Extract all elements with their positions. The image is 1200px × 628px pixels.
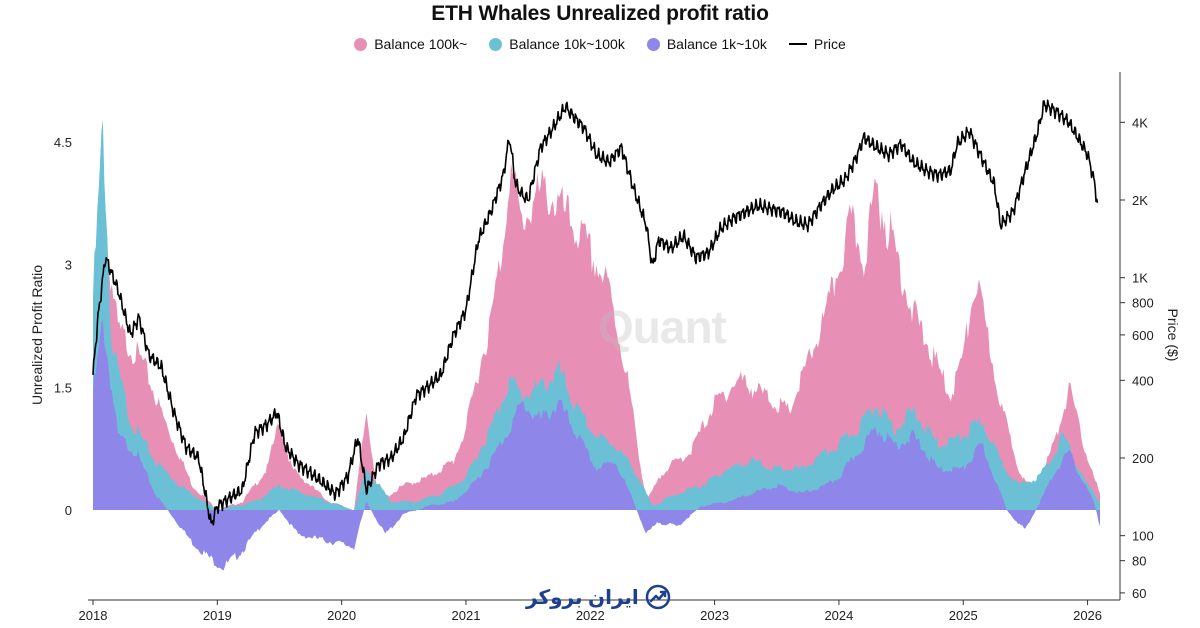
y-right-tick-label: 100: [1132, 529, 1154, 544]
y-right-tick-label: 400: [1132, 373, 1154, 388]
growth-chart-icon: [645, 584, 670, 610]
x-tick-label: 2020: [327, 608, 356, 623]
y-tick-label: 1.5: [54, 380, 72, 395]
price-layer: [92, 99, 1099, 526]
y-right-tick-label: 800: [1132, 296, 1154, 311]
legend-label: Balance 100k~: [374, 36, 468, 52]
price-line: [92, 99, 1099, 526]
y-right-tick-label: 80: [1132, 554, 1146, 569]
x-tick-label: 2019: [203, 608, 232, 623]
legend-swatch-line: [788, 43, 807, 45]
x-tick-label: 2024: [824, 608, 853, 623]
y-right-tick-label: 2K: [1132, 193, 1148, 208]
legend-label: Balance 10k~100k: [509, 36, 625, 52]
x-tick-label: 2026: [1073, 608, 1102, 623]
legend-swatch-purple: [646, 37, 660, 51]
chart-title: ETH Whales Unrealized profit ratio: [431, 2, 769, 25]
brand-logo: ایران بروکر: [526, 584, 671, 610]
y-right-axis-title: Price ($): [1165, 309, 1181, 362]
x-tick-label: 2022: [576, 608, 605, 623]
y-tick-label: 3: [65, 258, 72, 273]
legend-item-balance-100k[interactable]: Balance 100k~: [354, 36, 467, 52]
area-series-1: [93, 120, 1100, 511]
y-tick-label: 4.5: [54, 135, 72, 150]
legend-swatch-teal: [489, 37, 503, 51]
legend-item-balance-10k-100k[interactable]: Balance 10k~100k: [489, 36, 625, 52]
x-tick-label: 2025: [949, 608, 978, 623]
y-axis-title: Unrealized Profit Ratio: [29, 265, 45, 405]
x-tick-label: 2023: [700, 608, 729, 623]
axes-layer: 0 1.5 3 4.5 60 80 100 200 400 600 800 1K 2K 4K 2018 201…: [29, 72, 1181, 623]
legend-item-price[interactable]: Price: [788, 36, 846, 52]
legend: Balance 100k~ Balance 10k~100k Balance 1…: [0, 36, 1200, 52]
area-series-2: [93, 319, 1100, 571]
watermark: Quant: [598, 301, 727, 353]
x-tick-label: 2018: [79, 608, 108, 623]
y-right-tick-label: 200: [1132, 451, 1154, 466]
y-tick-label: 0: [65, 503, 72, 518]
legend-label: Balance 1k~10k: [666, 36, 767, 52]
legend-item-balance-1k-10k[interactable]: Balance 1k~10k: [646, 36, 767, 52]
legend-swatch-pink: [354, 37, 368, 51]
y-right-tick-label: 600: [1132, 328, 1154, 343]
y-right-tick-label: 1K: [1132, 271, 1148, 286]
x-tick-label: 2021: [452, 608, 481, 623]
y-right-tick-label: 4K: [1132, 115, 1148, 130]
legend-label: Price: [813, 36, 846, 52]
area-series-0: [93, 163, 1100, 511]
area-layer: [93, 120, 1100, 571]
y-right-tick-label: 60: [1132, 586, 1146, 601]
brand-text: ایران بروکر: [526, 586, 639, 609]
